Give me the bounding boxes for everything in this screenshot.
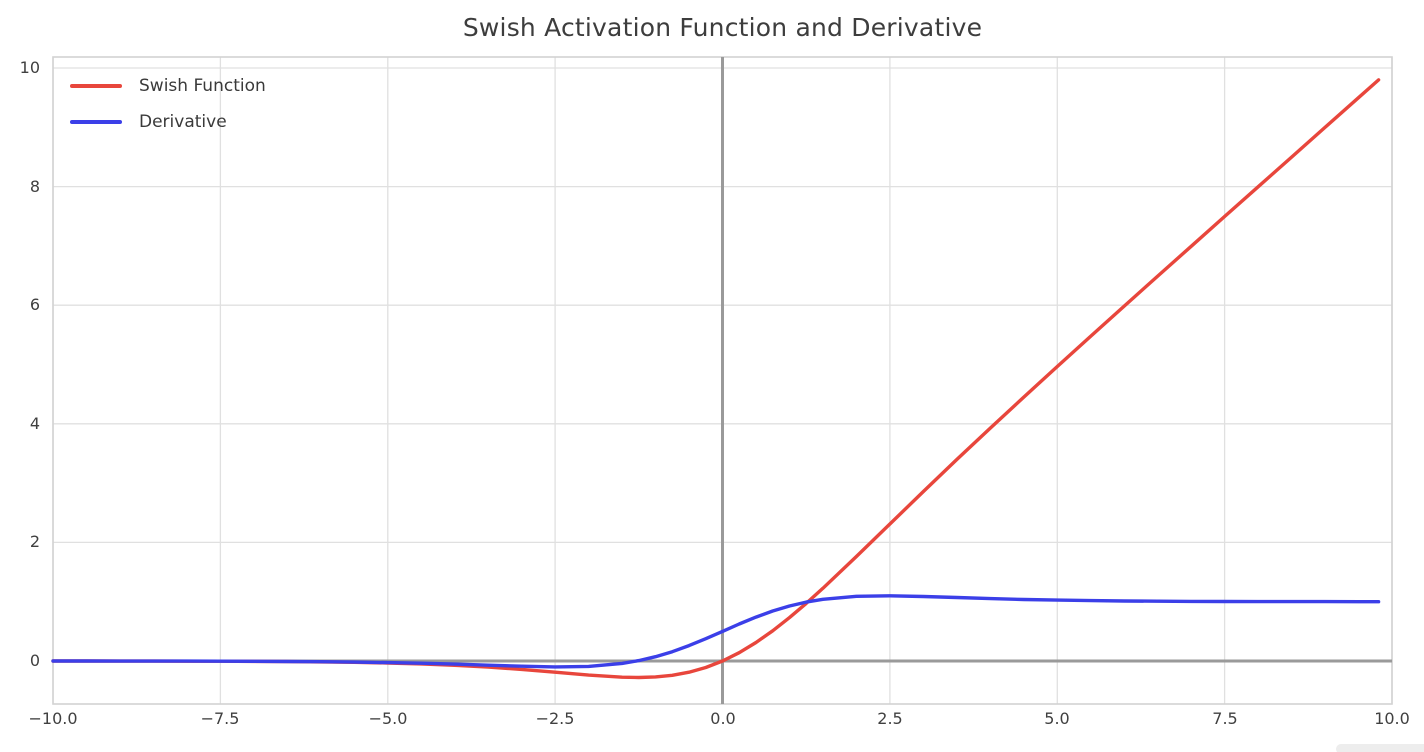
legend-label-derivative: Derivative <box>139 112 227 132</box>
x-tick-label: 0.0 <box>710 709 736 728</box>
x-tick-label: 2.5 <box>877 709 903 728</box>
horizontal-scrollbar-thumb[interactable] <box>1336 744 1424 752</box>
y-tick-label: 4 <box>29 414 40 433</box>
y-tick-label: 2 <box>29 532 40 551</box>
chart-title: Swish Activation Function and Derivative <box>462 13 983 42</box>
y-tick-label: 6 <box>29 295 40 314</box>
legend-item-swish-function: Swish Function <box>70 68 266 104</box>
y-tick-label: 10 <box>19 58 40 77</box>
swish-function-legend-swatch <box>70 84 122 88</box>
x-tick-label: 10.0 <box>1374 709 1410 728</box>
swish-function-line <box>51 78 1381 680</box>
x-tick-label: −2.5 <box>535 709 575 728</box>
x-tick-label: −5.0 <box>368 709 408 728</box>
x-tick-label: 7.5 <box>1212 709 1238 728</box>
legend: Swish Function Derivative <box>70 68 266 140</box>
x-tick-label: −10.0 <box>28 709 78 728</box>
derivative-legend-swatch <box>70 120 122 124</box>
legend-label-swish-function: Swish Function <box>139 76 266 96</box>
y-tick-label: 8 <box>29 177 40 196</box>
derivative-line <box>51 594 1381 669</box>
x-tick-label: 5.0 <box>1044 709 1070 728</box>
x-tick-label: −7.5 <box>200 709 240 728</box>
y-tick-label: 0 <box>29 651 40 670</box>
legend-item-derivative: Derivative <box>70 104 266 140</box>
